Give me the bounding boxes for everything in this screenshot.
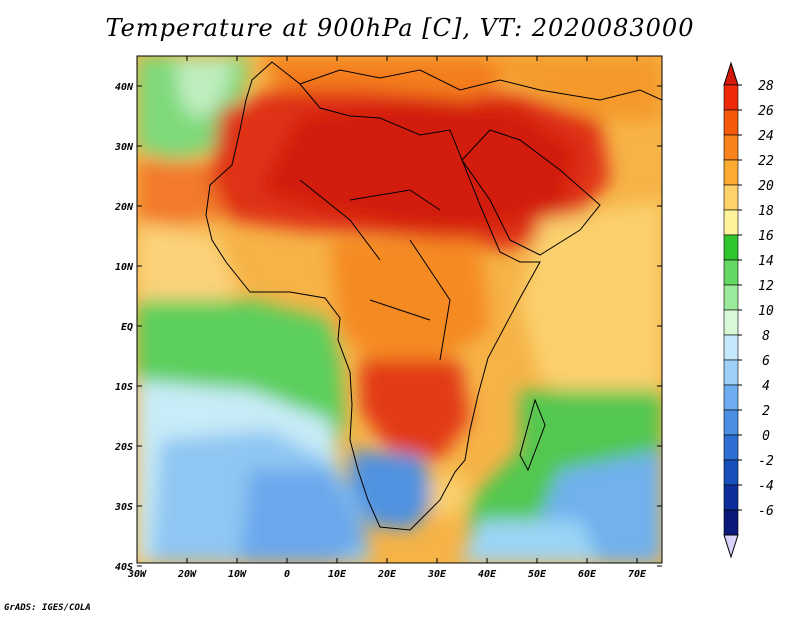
lat-tick-label: EQ: [121, 322, 133, 333]
colorbar-label: 28: [758, 79, 774, 94]
lon-tick-label: 10W: [228, 569, 247, 580]
africa-outline: [205, 61, 541, 531]
chart-title: Temperature at 900hPa [C], VT: 202008300…: [105, 14, 695, 42]
colorbar-label: -4: [758, 479, 774, 494]
lat-tick-label: 20S: [114, 442, 133, 453]
colorbar-label: 14: [758, 254, 774, 269]
colorbar-label: 6: [762, 354, 770, 369]
colorbar-label: 16: [758, 229, 774, 244]
colorbar-top-arrow: [723, 61, 739, 86]
colorbar-swatch: [723, 359, 739, 386]
colorbar-swatch: [723, 459, 739, 486]
colorbar-label: 10: [758, 304, 774, 319]
colorbar-swatch: [723, 109, 739, 136]
colorbar-swatch: [723, 384, 739, 411]
colorbar-swatch: [723, 509, 739, 536]
colorbar-label: 12: [758, 279, 774, 294]
colorbar-swatch: [723, 159, 739, 186]
lon-tick-label: 30W: [127, 569, 147, 580]
colorbar-label: 26: [758, 104, 774, 119]
colorbar-swatch: [723, 84, 739, 111]
colorbar-swatch: [723, 234, 739, 261]
colorbar-label: 2: [762, 404, 770, 419]
colorbar-label: 22: [758, 154, 774, 169]
lon-tick-label: 0: [284, 569, 290, 580]
lon-tick-label: 70E: [628, 569, 647, 580]
lon-tick-label: 40E: [478, 569, 497, 580]
colorbar-label: 18: [758, 204, 774, 219]
credit-text: GrADS: IGES/COLA: [4, 603, 91, 613]
colorbar-swatch: [723, 434, 739, 461]
colorbar-label: -6: [758, 504, 774, 519]
colorbar-label: 4: [762, 379, 770, 394]
mediterranean-coast: [299, 69, 662, 101]
lat-tick-label: 40S: [115, 562, 133, 573]
colorbar-label: 24: [758, 129, 774, 144]
lat-tick-label: 30N: [114, 142, 134, 153]
colorbar-label: 20: [758, 179, 774, 194]
lat-tick-label: 10S: [115, 382, 133, 393]
lat-tick-label: 20N: [114, 202, 134, 213]
lon-tick-label: 60E: [578, 569, 597, 580]
colorbar-swatch: [723, 184, 739, 211]
lat-tick-label: 10N: [115, 262, 134, 273]
lon-tick-label: 50E: [528, 569, 547, 580]
colorbar-swatch: [723, 134, 739, 161]
lat-tick-label: 30S: [114, 502, 133, 513]
colorbar-bottom-arrow: [723, 534, 739, 559]
coastlines: [205, 61, 662, 531]
lon-tick-label: 10E: [328, 569, 347, 580]
colorbar-swatch: [723, 309, 739, 336]
colorbar-swatch: [723, 409, 739, 436]
colorbar-label: 8: [762, 329, 770, 344]
colorbar-swatch: [723, 484, 739, 511]
lon-tick-label: 30E: [427, 569, 447, 580]
map-frame: [136, 55, 663, 564]
colorbar-label: 0: [762, 429, 770, 444]
colorbar-swatch: [723, 259, 739, 286]
lat-tick-label: 40N: [115, 82, 134, 93]
colorbar-swatch: [723, 284, 739, 311]
longitude-ticks: 30W 20W 10W 0 10E 20E 30E 40E 50E 60E 70E: [127, 56, 647, 580]
lon-tick-label: 20W: [177, 569, 197, 580]
colorbar-swatch: [723, 334, 739, 361]
colorbar-label: -2: [758, 454, 774, 469]
colorbar-swatch: [723, 209, 739, 236]
latitude-ticks: 40N 30N 20N 10N EQ 10S 20S 30S 40S: [114, 82, 662, 573]
country-borders: [299, 179, 451, 361]
madagascar-outline: [519, 398, 546, 472]
lon-tick-label: 20E: [377, 569, 397, 580]
arabia-outline: [461, 129, 601, 256]
